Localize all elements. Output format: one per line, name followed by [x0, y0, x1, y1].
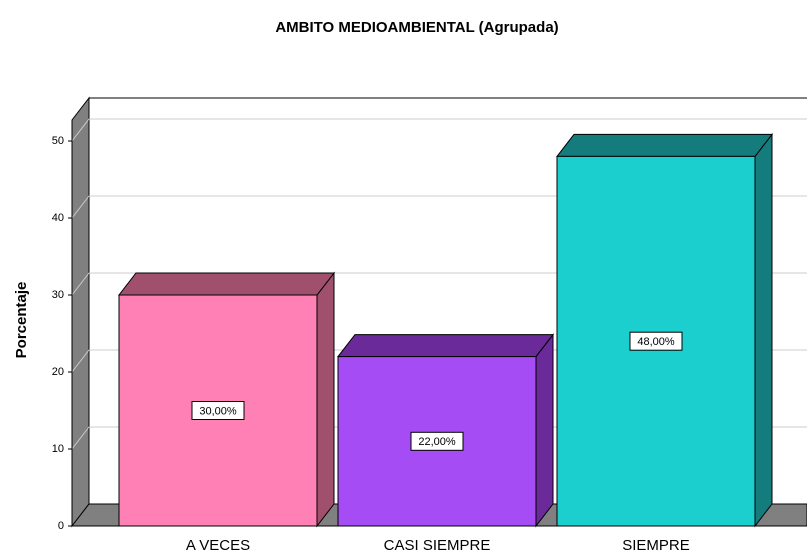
value-label-box — [629, 331, 683, 351]
bar-top — [555, 133, 774, 157]
y-tick-label: 30 — [52, 289, 64, 301]
bar-top — [336, 334, 555, 358]
grid-line — [71, 426, 90, 450]
x-tick-label: SIEMPRE — [622, 537, 690, 554]
grid-line — [71, 195, 90, 219]
y-tick-label: 50 — [52, 135, 64, 147]
chart-title: AMBITO MEDIOAMBIENTAL (Agrupada) — [275, 19, 558, 36]
grid-line — [71, 118, 90, 142]
side-wall — [71, 96, 90, 528]
bar-top — [117, 272, 336, 296]
value-label: 30,00% — [199, 405, 237, 417]
y-tick-label: 40 — [52, 212, 64, 224]
grid-line — [71, 272, 90, 296]
y-tick-label: 10 — [52, 443, 64, 455]
value-label: 48,00% — [637, 336, 675, 348]
bar-side — [754, 132, 773, 528]
x-tick-label: CASI SIEMPRE — [384, 537, 491, 554]
y-tick-label: 20 — [52, 366, 64, 378]
value-label-box — [410, 431, 464, 451]
y-axis-label: Porcentaje — [13, 282, 30, 359]
value-label-box — [191, 401, 245, 420]
x-tick-label: A VECES — [186, 537, 250, 554]
value-label: 22,00% — [418, 436, 456, 448]
grid-line — [71, 349, 90, 373]
y-tick-label: 0 — [58, 520, 64, 532]
bar-side — [316, 271, 335, 528]
bar-side — [535, 333, 554, 528]
